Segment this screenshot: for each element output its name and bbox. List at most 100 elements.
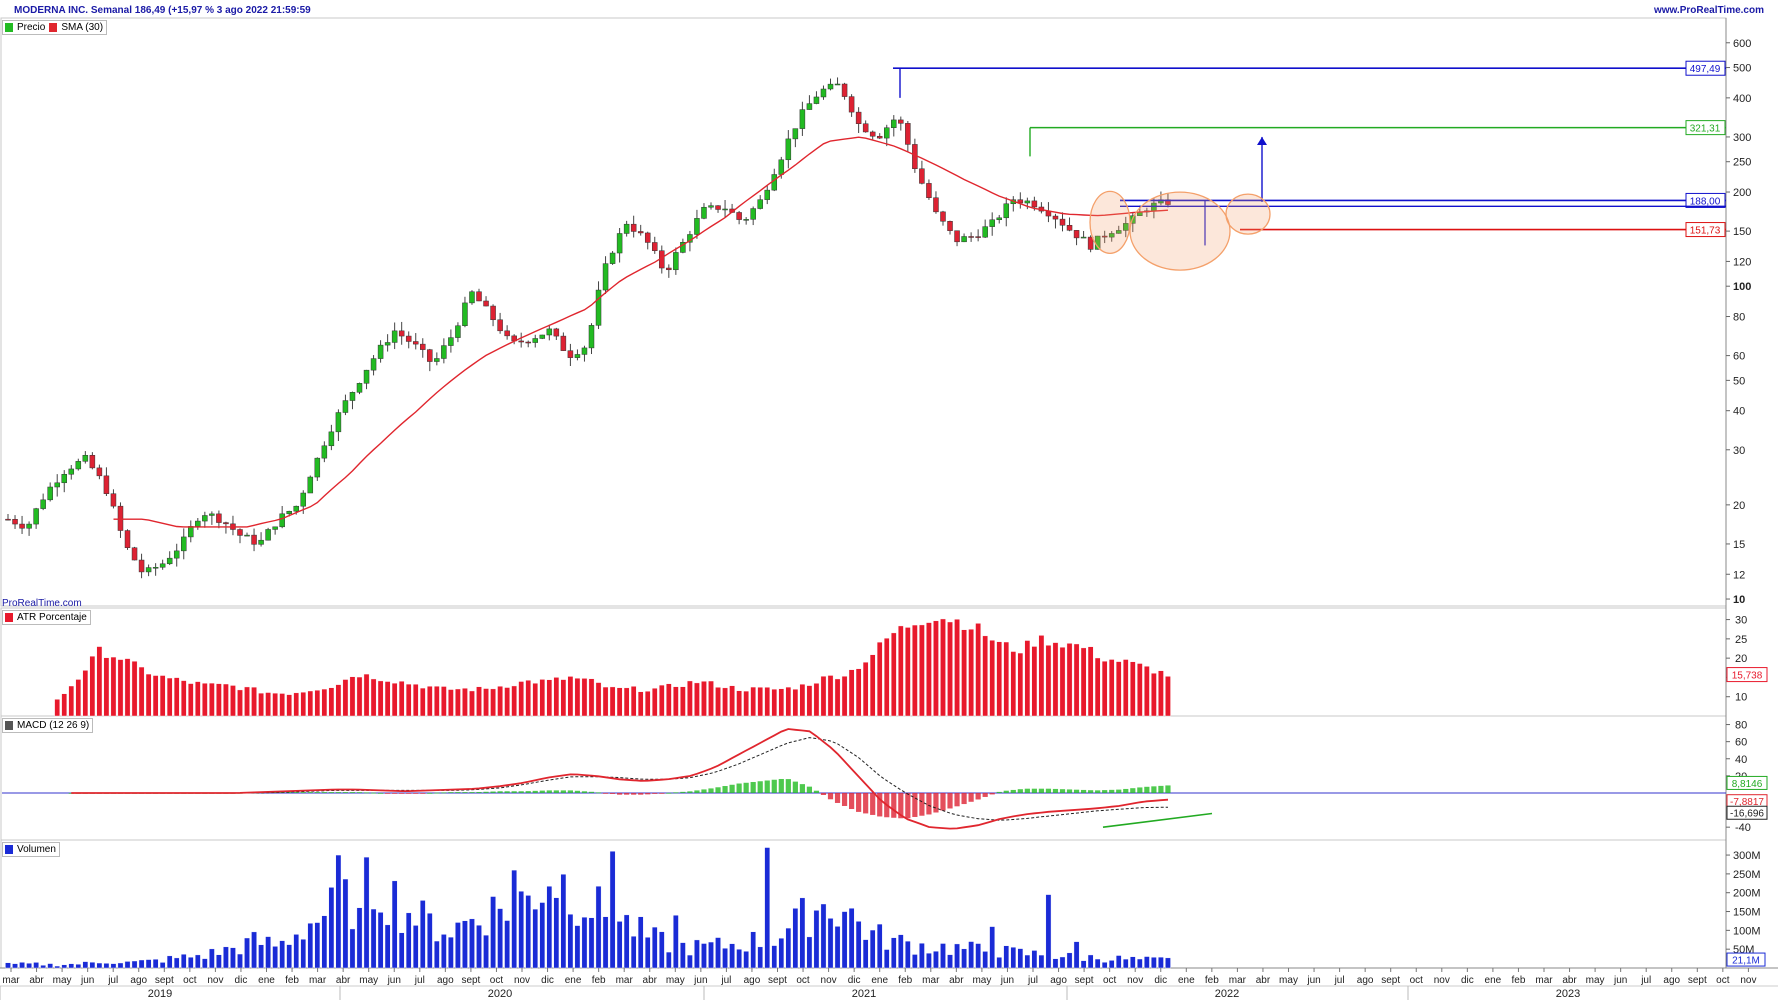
month-label: abr xyxy=(1256,975,1271,986)
price-tick-label: 20 xyxy=(1733,500,1745,512)
price-tick-label: 300 xyxy=(1733,132,1751,144)
site-link[interactable]: www.ProRealTime.com xyxy=(1653,5,1764,16)
candle-body xyxy=(188,526,194,538)
month-label: jul xyxy=(1334,975,1345,986)
volume-bar xyxy=(124,961,131,969)
volume-bar xyxy=(103,963,110,969)
candle-body xyxy=(412,341,419,345)
month-label: may xyxy=(972,975,991,986)
atr-bar xyxy=(89,655,96,717)
macd-hist-bar xyxy=(919,792,925,816)
atr-bar xyxy=(1038,635,1045,717)
atr-bar xyxy=(813,683,820,717)
macd-hist-bar xyxy=(673,792,679,794)
atr-bar xyxy=(293,692,300,717)
volume-bar xyxy=(1115,955,1122,969)
candle-body xyxy=(954,230,960,243)
candle-body xyxy=(919,168,925,184)
month-label: ene xyxy=(1178,975,1195,986)
candle-body xyxy=(110,493,117,507)
month-label: mar xyxy=(2,975,20,986)
candle-body xyxy=(286,510,292,515)
macd-hist-bar xyxy=(624,792,630,795)
volume-bar xyxy=(539,902,546,969)
macd-hist-bar xyxy=(342,792,349,793)
atr-bar xyxy=(511,685,517,717)
macd-hist-bar xyxy=(1130,788,1136,793)
atr-bar xyxy=(342,679,349,717)
month-label: sept xyxy=(1381,975,1400,986)
macd-legend-label: MACD (12 26 9) xyxy=(17,720,90,731)
volume-bar xyxy=(497,908,503,969)
candle-body xyxy=(131,547,138,561)
volume-bar xyxy=(68,963,75,969)
volume-bar xyxy=(898,934,904,969)
macd-hist-bar xyxy=(1059,789,1066,793)
month-label: ago xyxy=(1663,975,1680,986)
candle-body xyxy=(898,119,904,124)
macd-hist-bar xyxy=(617,792,623,795)
atr-bar xyxy=(940,618,946,717)
volume-bar xyxy=(961,948,967,969)
volume-bar xyxy=(996,957,1003,969)
atr-bar xyxy=(1158,670,1164,717)
atr-bar xyxy=(764,687,771,717)
volume-bar xyxy=(328,887,335,969)
volume-bar xyxy=(12,963,18,969)
volume-bar xyxy=(1080,960,1087,969)
month-label: jul xyxy=(1640,975,1651,986)
volume-bar xyxy=(110,963,117,969)
atr-bar xyxy=(1115,661,1122,717)
candle-body xyxy=(349,392,356,401)
macd-hist-bar xyxy=(300,792,306,793)
year-label: 2021 xyxy=(852,988,876,1000)
level-label-box xyxy=(1685,120,1726,136)
volume-bar xyxy=(687,954,693,969)
sma-legend-label: SMA (30) xyxy=(61,22,104,33)
volume-bar xyxy=(581,916,588,969)
price-tick-label: 150 xyxy=(1733,226,1751,238)
candle-body xyxy=(553,328,560,337)
candle-body xyxy=(434,358,440,362)
macd-hist-bar xyxy=(476,792,482,793)
atr-bar xyxy=(567,676,574,717)
month-label: nov xyxy=(821,975,837,986)
volume-bar xyxy=(651,926,658,969)
candle-body xyxy=(258,539,264,545)
month-label: jun xyxy=(80,975,94,986)
candle-body xyxy=(75,461,82,470)
volume-bar xyxy=(876,923,883,969)
volume-bar xyxy=(1144,956,1150,969)
candle-body xyxy=(398,330,405,337)
atr-bar xyxy=(75,679,82,717)
atr-bar xyxy=(525,680,532,717)
atr-bar xyxy=(848,669,855,717)
candle-body xyxy=(314,457,321,478)
volume-bar xyxy=(975,943,981,969)
volume-bar xyxy=(75,964,82,969)
month-label: feb xyxy=(285,975,299,986)
macd-hist-bar xyxy=(497,791,503,793)
volume-bar xyxy=(890,937,897,969)
volume-bar xyxy=(47,963,53,969)
atr-bar xyxy=(363,673,370,717)
year-label: 2019 xyxy=(148,988,172,1000)
volume-bar xyxy=(455,922,461,969)
volume-bar xyxy=(827,918,834,969)
candle-body xyxy=(5,518,11,521)
macd-hist-bar xyxy=(1073,789,1080,793)
atr-bar xyxy=(715,687,721,717)
atr-bar xyxy=(1066,643,1073,717)
candle-body xyxy=(616,233,623,254)
volume-bar xyxy=(377,912,384,969)
macd-hist-bar xyxy=(1144,786,1150,793)
macd-hist-bar xyxy=(539,790,545,793)
atr-bar xyxy=(441,686,447,717)
volume-legend: Volumen xyxy=(2,842,60,857)
atr-bar xyxy=(722,687,728,717)
volume-bar xyxy=(912,954,918,969)
macd-divergence-line xyxy=(1102,812,1213,828)
macd-hist-bar xyxy=(413,792,419,794)
month-label: ago xyxy=(1050,975,1067,986)
